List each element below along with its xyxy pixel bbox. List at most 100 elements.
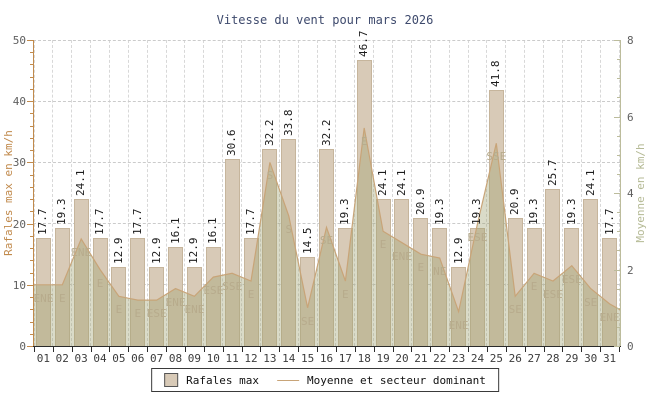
x-tick-label: 29 — [565, 352, 579, 365]
left-tick-label: 0 — [19, 340, 26, 353]
left-axis-tick — [30, 186, 33, 188]
bar-value-label: 19.3 — [470, 198, 484, 225]
bar-value-label: 19.3 — [564, 198, 578, 225]
left-tick-label: 20 — [12, 217, 26, 231]
right-tick-label: 8 — [627, 34, 634, 47]
legend-line-swatch-icon — [277, 379, 300, 381]
left-axis-tick — [27, 346, 33, 347]
bar-value-label: 24.1 — [583, 169, 597, 196]
x-tick-label: 30 — [584, 352, 598, 365]
x-axis-tick — [128, 347, 130, 352]
bar-day-30 — [583, 198, 599, 346]
x-axis-tick — [468, 347, 470, 352]
x-axis-tick — [222, 347, 224, 352]
wind-direction-label: ENE — [184, 303, 205, 317]
x-tick-label: 23 — [451, 352, 466, 365]
bar-value-label: 20.9 — [508, 188, 522, 216]
bar-day-09 — [186, 267, 202, 346]
vertical-gridline — [561, 40, 563, 346]
x-axis-tick — [166, 347, 168, 352]
x-tick-label: 31 — [602, 352, 617, 365]
x-tick-label: 07 — [150, 352, 164, 365]
vertical-gridline — [392, 40, 394, 346]
left-axis-tick — [27, 40, 33, 41]
bar-value-label: 17.7 — [93, 208, 107, 235]
left-axis-tick — [30, 321, 33, 323]
bar-day-21 — [413, 218, 429, 346]
left-tick-label: 40 — [12, 95, 26, 109]
bar-day-07 — [149, 267, 165, 346]
left-tick-label: 10 — [12, 278, 26, 292]
x-tick-label: 22 — [433, 352, 447, 365]
x-axis-tick — [354, 347, 356, 352]
bar-value-label: 25.7 — [545, 159, 559, 186]
wind-direction-label: ESE — [203, 284, 224, 298]
right-axis-tick — [617, 288, 620, 290]
left-axis-tick — [30, 211, 33, 213]
x-axis-tick — [147, 347, 149, 352]
bar-value-label: 19.3 — [55, 198, 69, 225]
left-axis-tick — [27, 284, 33, 286]
x-axis-tick — [543, 347, 545, 352]
vertical-gridline — [241, 40, 243, 346]
x-axis-tick — [298, 347, 300, 352]
x-axis-tick — [449, 347, 451, 352]
bar-day-10 — [205, 247, 221, 346]
x-tick-label: 08 — [168, 352, 183, 365]
x-axis-tick — [430, 347, 432, 352]
moyenne-area-fill — [33, 128, 620, 346]
x-axis-tick — [581, 347, 583, 352]
wind-direction-label: SSE — [222, 280, 243, 294]
legend-line-label: Moyenne et secteur dominant — [307, 373, 486, 387]
bar-value-label: 24.1 — [74, 169, 88, 196]
right-axis-tick — [617, 97, 620, 99]
bar-value-label: 30.6 — [225, 129, 239, 156]
wind-direction-label: SE — [584, 295, 598, 309]
horizontal-gridline — [33, 100, 620, 102]
horizontal-gridline — [33, 40, 620, 41]
wind-direction-label: E — [417, 261, 425, 275]
x-tick-label: 06 — [131, 352, 145, 365]
right-axis-tick — [614, 346, 620, 347]
x-tick-label: 13 — [263, 352, 277, 365]
bar-day-12 — [243, 237, 259, 346]
bar-value-label: 19.3 — [338, 198, 352, 225]
bar-day-02 — [54, 227, 70, 346]
wind-direction-label: E — [360, 134, 368, 148]
left-axis-tick — [30, 137, 33, 139]
bar-value-label: 33.8 — [281, 109, 295, 137]
x-tick-label: 01 — [36, 352, 51, 365]
vertical-gridline — [543, 40, 545, 346]
wind-direction-label: ESE — [146, 307, 167, 321]
bar-day-03 — [73, 198, 89, 346]
wind-direction-label: E — [96, 276, 104, 290]
right-axis-tick — [617, 135, 620, 137]
left-axis-tick — [30, 88, 33, 90]
bar-value-label: 17.7 — [130, 208, 144, 235]
x-axis-tick — [411, 347, 413, 352]
x-axis-tick — [279, 347, 281, 352]
right-tick-label: 4 — [627, 187, 634, 200]
wind-direction-label: ENE — [33, 291, 54, 305]
bar-day-20 — [394, 198, 410, 346]
x-tick-label: 18 — [357, 352, 371, 365]
vertical-gridline — [448, 40, 450, 346]
vertical-gridline — [203, 40, 205, 346]
x-tick-label: 17 — [338, 352, 352, 365]
bar-value-label: 16.1 — [168, 217, 182, 245]
vertical-gridline — [165, 40, 167, 346]
bar-value-label: 12.9 — [451, 237, 465, 265]
wind-direction-label: SE — [301, 314, 315, 328]
wind-direction-label: SSE — [486, 150, 507, 164]
bar-value-label: 12.9 — [187, 237, 201, 265]
wind-direction-label: E — [58, 291, 66, 305]
left-axis-tick — [30, 297, 33, 299]
bar-value-label: 32.2 — [319, 119, 333, 146]
x-axis-tick — [203, 347, 205, 352]
x-tick-label: 27 — [527, 352, 541, 365]
right-axis-tick — [617, 307, 620, 309]
bar-value-label: 24.1 — [394, 169, 408, 196]
x-tick-label: 25 — [489, 352, 503, 365]
x-axis-tick — [52, 347, 54, 352]
plot-area: ENE E ENE E E E ESE ENE ENE ESE SSE E S S SE SE E E E ENE E N… — [33, 31, 620, 346]
